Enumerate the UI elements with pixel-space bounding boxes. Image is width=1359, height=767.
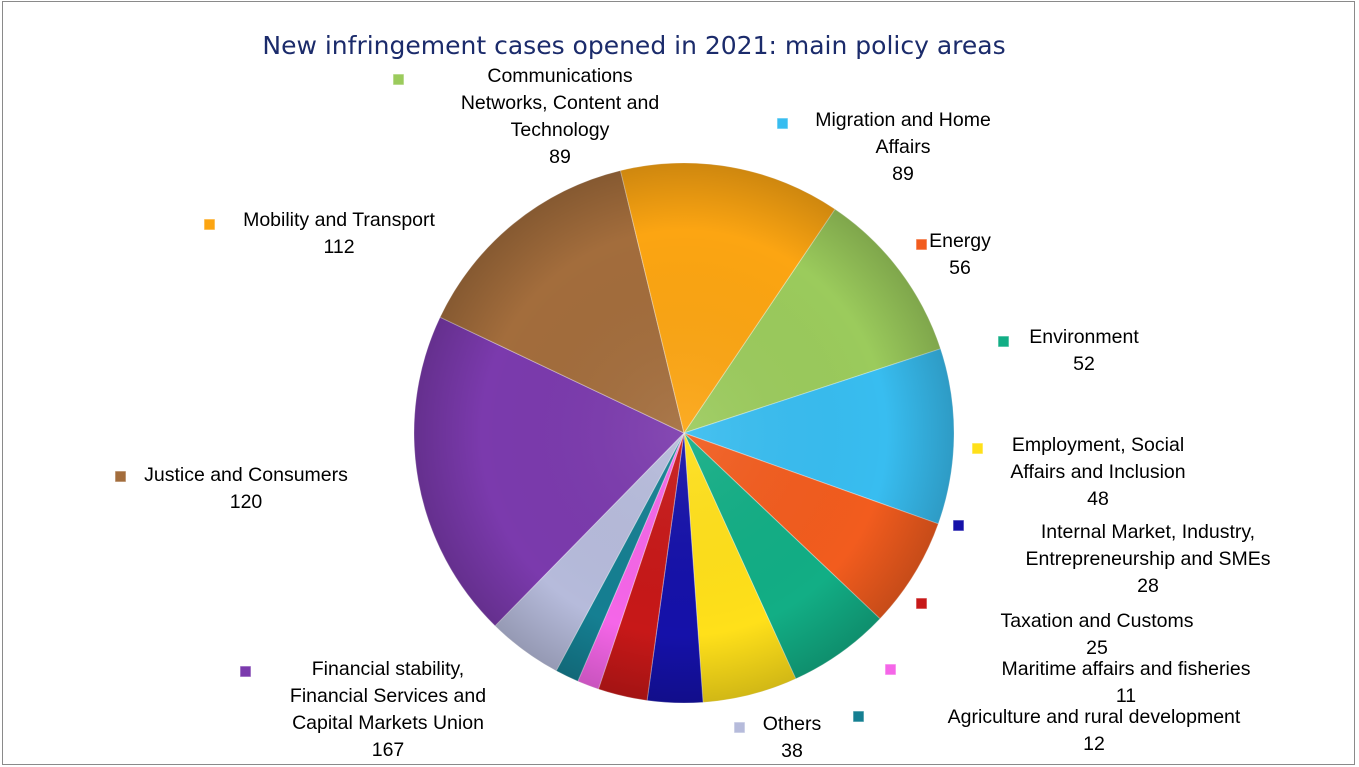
legend-marker	[971, 442, 984, 455]
slice-value: 11	[1116, 685, 1136, 707]
slice-label: Financial stability, Financial Services a…	[290, 658, 486, 761]
slice-label: Energy 56	[929, 230, 991, 279]
slice-value: 48	[1087, 488, 1109, 510]
chart-title: New infringement cases opened in 2021: m…	[262, 31, 1006, 60]
slice-label: Justice and Consumers 120	[144, 464, 348, 513]
slice-value: 38	[781, 740, 803, 762]
legend-marker	[203, 218, 216, 231]
slice-value: 89	[892, 163, 914, 185]
legend-marker	[915, 597, 928, 610]
slice-value: 12	[1083, 733, 1105, 755]
slice-label: Employment, Social Affairs and Inclusion 4…	[1010, 434, 1185, 510]
legend-marker	[776, 117, 789, 130]
slice-label: Environment 52	[1029, 326, 1139, 375]
legend-marker	[392, 73, 405, 86]
slice-label: Others 38	[763, 713, 822, 762]
slice-value: 120	[230, 491, 263, 513]
slice-label: Taxation and Customs 25	[1001, 610, 1194, 659]
slice-value: 52	[1073, 353, 1095, 375]
slice-label: Communications Networks, Content and Techn…	[461, 65, 659, 168]
legend-marker	[997, 335, 1010, 348]
slice-label: Agriculture and rural development 12	[948, 706, 1241, 755]
slice-label: Mobility and Transport 112	[243, 209, 435, 258]
pie-labels: Communications Networks, Content and Techn…	[114, 65, 1271, 762]
slice-label: Internal Market, Industry, Entrepreneursh…	[1026, 521, 1271, 597]
legend-marker	[952, 519, 965, 532]
slice-value: 25	[1086, 637, 1108, 659]
slice-label: Maritime affairs and fisheries 11	[1002, 658, 1251, 707]
slice-value: 89	[549, 146, 571, 168]
slice-label: Migration and Home Affairs 89	[815, 109, 991, 185]
slice-value: 167	[372, 739, 405, 761]
legend-marker	[733, 721, 746, 734]
legend-marker	[884, 663, 897, 676]
slice-value: 112	[323, 236, 354, 258]
legend-marker	[915, 238, 928, 251]
pie-slices	[413, 162, 955, 704]
legend-marker	[114, 470, 127, 483]
slice-value: 28	[1137, 575, 1159, 597]
legend-marker	[852, 710, 865, 723]
legend-marker	[239, 665, 252, 678]
slice-value: 56	[949, 257, 971, 279]
